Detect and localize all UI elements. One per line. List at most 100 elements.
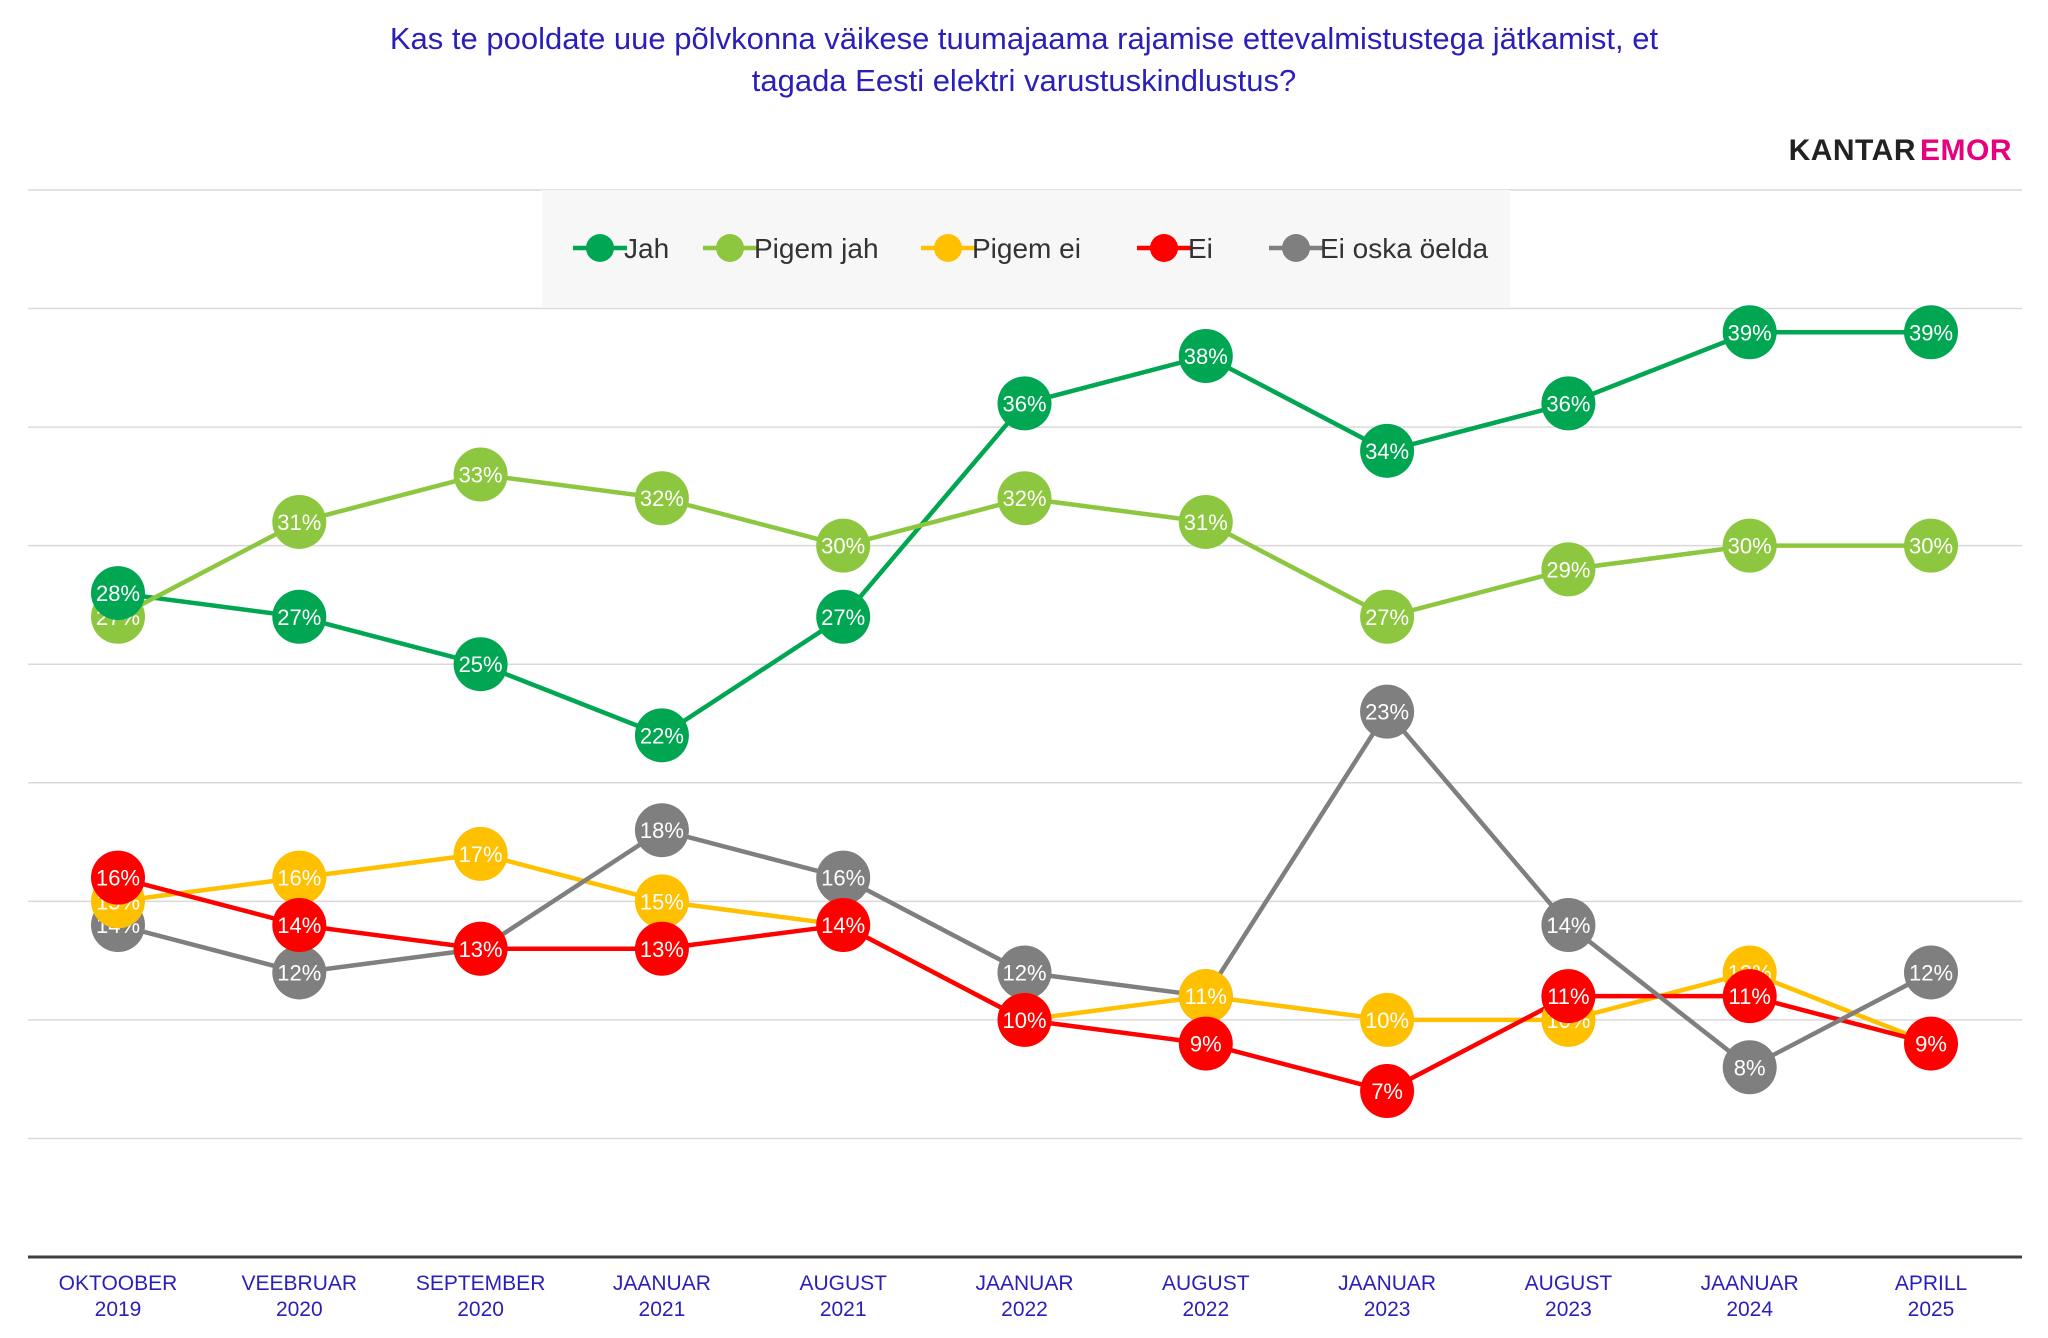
data-point: 22%: [634, 708, 689, 763]
data-label: 16%: [96, 866, 140, 891]
data-label: 13%: [640, 937, 684, 962]
data-point-marker: [997, 992, 1052, 1047]
chart-title-line-2: tagada Eesti elektri varustuskindlustus?: [751, 63, 1297, 98]
legend-swatch-marker: [934, 234, 962, 262]
x-tick-label: AUGUST: [799, 1272, 887, 1295]
data-point-marker: [1904, 945, 1958, 1000]
brand-logo-part-2: EMOR: [1920, 134, 2012, 167]
brand-logo-part-1: KANTAR: [1788, 134, 1916, 167]
data-point-marker: [1178, 494, 1233, 549]
data-point-marker: [1541, 898, 1596, 953]
data-point: 31%: [1178, 494, 1233, 549]
data-point: 32%: [634, 471, 689, 526]
data-label: 18%: [640, 818, 684, 843]
data-label: 25%: [459, 652, 503, 677]
data-point-marker: [1904, 518, 1958, 573]
data-point: 36%: [997, 376, 1052, 431]
data-point-marker: [997, 376, 1052, 431]
data-point: 32%: [997, 471, 1052, 526]
data-point: 16%: [91, 850, 145, 905]
data-point: 18%: [634, 803, 689, 858]
data-point-marker: [1360, 1064, 1415, 1119]
data-point: 27%: [816, 589, 871, 644]
data-point-marker: [272, 945, 327, 1000]
data-point-marker: [1178, 1016, 1233, 1071]
data-label: 12%: [1909, 960, 1953, 985]
data-point: 28%: [91, 566, 145, 621]
data-point: 13%: [453, 921, 508, 976]
data-label: 38%: [1184, 344, 1228, 369]
data-label: 12%: [1002, 960, 1046, 985]
data-point-marker: [453, 637, 508, 692]
x-tick-label: 2021: [820, 1298, 867, 1321]
data-point-marker: [816, 589, 871, 644]
data-label: 11%: [1547, 984, 1589, 1009]
data-point: 11%: [1178, 969, 1233, 1024]
x-tick-label: OKTOOBER: [59, 1272, 178, 1295]
data-point: 14%: [816, 898, 871, 953]
data-point: 30%: [816, 518, 871, 573]
data-point-marker: [1360, 589, 1415, 644]
data-label: 16%: [277, 866, 321, 891]
data-point: 11%: [1541, 969, 1596, 1024]
x-tick-label: 2019: [95, 1298, 142, 1321]
legend-label: Pigem ei: [972, 233, 1081, 264]
data-point: 8%: [1722, 1040, 1777, 1095]
data-point: 39%: [1722, 305, 1777, 360]
data-label: 22%: [640, 723, 684, 748]
x-tick-label: 2020: [457, 1298, 504, 1321]
legend-swatch-marker: [716, 234, 744, 262]
data-point: 10%: [997, 992, 1052, 1047]
data-point-marker: [1722, 518, 1777, 573]
data-label: 13%: [459, 937, 503, 962]
legend-swatch-marker: [1150, 234, 1178, 262]
data-point: 30%: [1722, 518, 1777, 573]
data-point: 27%: [1360, 589, 1415, 644]
data-label: 39%: [1909, 320, 1953, 345]
data-point: 15%: [634, 874, 689, 929]
x-tick-label: JAANUAR: [613, 1272, 711, 1295]
data-point: 12%: [997, 945, 1052, 1000]
data-label: 27%: [1365, 605, 1409, 630]
x-tick-label: VEEBRUAR: [242, 1272, 358, 1295]
data-label: 30%: [1909, 534, 1953, 559]
data-point: 23%: [1360, 684, 1415, 739]
data-label: 32%: [640, 486, 684, 511]
data-point-marker: [634, 921, 689, 976]
data-point: 13%: [634, 921, 689, 976]
x-tick-label: 2025: [1908, 1298, 1955, 1321]
data-point-marker: [816, 518, 871, 573]
x-tick-label: APRILL: [1895, 1272, 1967, 1295]
data-point: 36%: [1541, 376, 1596, 431]
data-point: 27%: [272, 589, 327, 644]
x-tick-label: 2023: [1364, 1298, 1411, 1321]
data-label: 9%: [1190, 1032, 1222, 1057]
x-tick-label: JAANUAR: [975, 1272, 1073, 1295]
data-point-marker: [1360, 684, 1415, 739]
data-point-marker: [1541, 969, 1596, 1024]
data-label: 10%: [1365, 1008, 1409, 1033]
chart-title-line-1: Kas te pooldate uue põlvkonna väikese tu…: [389, 21, 1659, 56]
data-point-marker: [997, 945, 1052, 1000]
data-point-marker: [1722, 1040, 1777, 1095]
data-point-marker: [634, 803, 689, 858]
brand-logo: KANTAR EMOR: [1789, 134, 2012, 168]
data-point-marker: [1178, 328, 1233, 383]
data-label: 34%: [1365, 439, 1409, 464]
x-tick-label: JAANUAR: [1338, 1272, 1436, 1295]
data-point: 9%: [1178, 1016, 1233, 1071]
data-point-marker: [1541, 376, 1596, 431]
data-point-marker: [272, 494, 327, 549]
legend-label: Ei oska öelda: [1320, 233, 1489, 264]
legend-label: Pigem jah: [754, 233, 879, 264]
data-label: 9%: [1915, 1032, 1947, 1057]
legend: Jah Pigem jah Pigem ei Ei Ei oska öelda: [542, 190, 1510, 308]
data-point-marker: [91, 566, 145, 621]
data-point-marker: [91, 850, 145, 905]
chart-title: Kas te pooldate uue põlvkonna väikese tu…: [0, 18, 2048, 102]
x-tick-label: AUGUST: [1162, 1272, 1250, 1295]
data-label: 10%: [1002, 1008, 1046, 1033]
data-point-marker: [272, 850, 327, 905]
data-point-marker: [997, 471, 1052, 526]
